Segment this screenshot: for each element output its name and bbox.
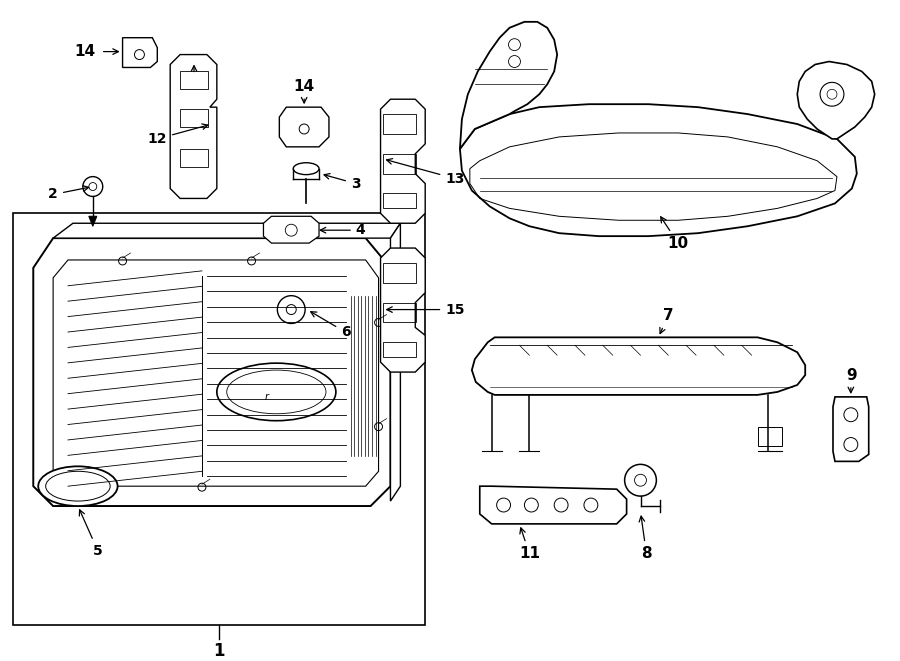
Polygon shape: [122, 38, 158, 67]
Polygon shape: [33, 238, 391, 506]
Polygon shape: [797, 61, 875, 139]
Ellipse shape: [38, 467, 118, 506]
Polygon shape: [460, 22, 557, 149]
Polygon shape: [53, 223, 400, 238]
Polygon shape: [480, 486, 626, 524]
Polygon shape: [391, 223, 401, 501]
Polygon shape: [89, 216, 97, 226]
Text: 6: 6: [310, 312, 351, 339]
Polygon shape: [279, 107, 329, 147]
Polygon shape: [170, 55, 217, 198]
Text: 14: 14: [293, 79, 315, 94]
Text: 11: 11: [519, 528, 540, 561]
Text: 15: 15: [387, 303, 464, 317]
Bar: [382, 154, 417, 174]
Text: 2: 2: [49, 186, 89, 202]
Bar: [14, 214, 425, 625]
Polygon shape: [833, 397, 868, 461]
Bar: [382, 263, 417, 283]
Text: 7: 7: [660, 308, 673, 334]
Ellipse shape: [293, 163, 319, 175]
Text: 3: 3: [324, 174, 361, 190]
Text: r: r: [265, 392, 268, 402]
Text: 14: 14: [75, 44, 95, 59]
Polygon shape: [381, 99, 425, 223]
Bar: [382, 303, 417, 323]
Polygon shape: [381, 248, 425, 372]
Bar: [180, 109, 208, 127]
Text: 12: 12: [148, 124, 208, 146]
Bar: [180, 71, 208, 89]
Bar: [758, 426, 782, 446]
Polygon shape: [264, 216, 319, 243]
Text: 1: 1: [213, 642, 225, 660]
Text: 10: 10: [661, 217, 688, 251]
Text: 8: 8: [639, 516, 652, 561]
Ellipse shape: [217, 363, 336, 420]
Polygon shape: [472, 337, 806, 395]
Polygon shape: [460, 104, 857, 236]
Bar: [382, 194, 417, 208]
Bar: [382, 114, 417, 134]
Text: 13: 13: [387, 159, 464, 186]
Bar: [180, 149, 208, 167]
Text: 4: 4: [320, 223, 365, 237]
Text: 9: 9: [847, 368, 857, 383]
Text: 5: 5: [79, 510, 103, 558]
Bar: [382, 342, 417, 357]
